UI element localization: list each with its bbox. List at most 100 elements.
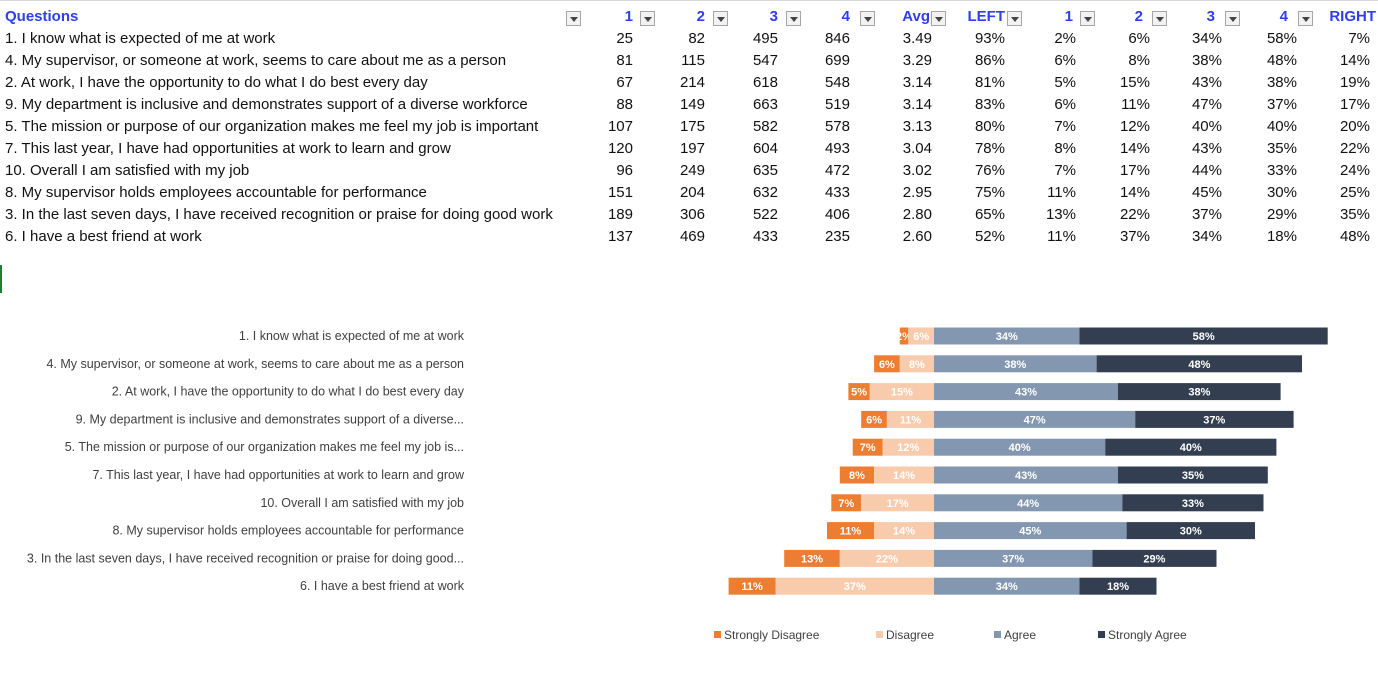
- question-cell[interactable]: 7. This last year, I have had opportunit…: [5, 140, 451, 157]
- c1-cell[interactable]: 25: [616, 30, 633, 47]
- right-cell[interactable]: 48%: [1339, 228, 1370, 245]
- p2-cell[interactable]: 37%: [1119, 228, 1150, 245]
- p1-cell[interactable]: 11%: [1047, 184, 1076, 201]
- c4-cell[interactable]: 433: [824, 184, 850, 201]
- c4-cell[interactable]: 699: [824, 52, 850, 69]
- c1-cell[interactable]: 96: [616, 162, 633, 179]
- left-cell[interactable]: 75%: [974, 184, 1005, 201]
- p3-cell[interactable]: 34%: [1191, 228, 1222, 245]
- right-cell[interactable]: 19%: [1339, 74, 1370, 91]
- question-cell[interactable]: 5. The mission or purpose of our organiz…: [5, 118, 539, 135]
- p1-cell[interactable]: 6%: [1054, 96, 1076, 113]
- table-row[interactable]: 7. This last year, I have had opportunit…: [0, 138, 1378, 160]
- question-cell[interactable]: 4. My supervisor, or someone at work, se…: [5, 52, 507, 69]
- p4-cell[interactable]: 58%: [1266, 30, 1297, 47]
- p1-cell[interactable]: 7%: [1054, 118, 1076, 135]
- p3-cell[interactable]: 47%: [1191, 96, 1222, 113]
- c4-cell[interactable]: 406: [824, 206, 850, 223]
- avg-cell[interactable]: 3.14: [902, 74, 932, 91]
- left-cell[interactable]: 80%: [974, 118, 1005, 135]
- c3-cell[interactable]: 547: [752, 52, 778, 69]
- filter-dropdown-icon[interactable]: [1225, 11, 1240, 26]
- c4-cell[interactable]: 472: [824, 162, 850, 179]
- c3-cell[interactable]: 618: [752, 74, 778, 91]
- p3-cell[interactable]: 34%: [1191, 30, 1222, 47]
- filter-dropdown-icon[interactable]: [1298, 11, 1313, 26]
- c4-cell[interactable]: 548: [824, 74, 850, 91]
- avg-cell[interactable]: 2.80: [902, 206, 932, 223]
- filter-dropdown-icon[interactable]: [1080, 11, 1095, 26]
- right-cell[interactable]: 25%: [1339, 184, 1370, 201]
- table-row[interactable]: 8. My supervisor holds employees account…: [0, 182, 1378, 204]
- p4-cell[interactable]: 29%: [1266, 206, 1297, 223]
- c4-cell[interactable]: 846: [824, 30, 850, 47]
- p2-cell[interactable]: 15%: [1119, 74, 1150, 91]
- p2-cell[interactable]: 8%: [1128, 52, 1150, 69]
- p1-cell[interactable]: 8%: [1054, 140, 1076, 157]
- table-row[interactable]: 3. In the last seven days, I have receiv…: [0, 204, 1378, 226]
- avg-cell[interactable]: 3.49: [902, 30, 932, 47]
- p4-cell[interactable]: 33%: [1266, 162, 1297, 179]
- c2-cell[interactable]: 204: [679, 184, 705, 201]
- c1-cell[interactable]: 189: [607, 206, 633, 223]
- left-cell[interactable]: 86%: [974, 52, 1005, 69]
- question-cell[interactable]: 6. I have a best friend at work: [5, 228, 202, 245]
- c1-cell[interactable]: 120: [607, 140, 633, 157]
- p3-cell[interactable]: 45%: [1191, 184, 1222, 201]
- c3-cell[interactable]: 604: [752, 140, 778, 157]
- question-cell[interactable]: 10. Overall I am satisfied with my job: [5, 162, 250, 179]
- p4-cell[interactable]: 18%: [1266, 228, 1297, 245]
- question-cell[interactable]: 8. My supervisor holds employees account…: [5, 184, 427, 201]
- c3-cell[interactable]: 582: [752, 118, 778, 135]
- p3-cell[interactable]: 44%: [1191, 162, 1222, 179]
- filter-dropdown-icon[interactable]: [860, 11, 875, 26]
- p1-cell[interactable]: 13%: [1045, 206, 1076, 223]
- c2-cell[interactable]: 214: [679, 74, 705, 91]
- right-cell[interactable]: 20%: [1339, 118, 1370, 135]
- question-cell[interactable]: 1. I know what is expected of me at work: [5, 30, 276, 47]
- filter-dropdown-icon[interactable]: [566, 11, 581, 26]
- left-cell[interactable]: 93%: [974, 30, 1005, 47]
- table-row[interactable]: 1. I know what is expected of me at work…: [0, 28, 1378, 50]
- avg-cell[interactable]: 2.95: [902, 184, 932, 201]
- right-cell[interactable]: 7%: [1348, 30, 1370, 47]
- p1-cell[interactable]: 11%: [1047, 228, 1076, 245]
- c2-cell[interactable]: 82: [688, 30, 705, 47]
- p1-cell[interactable]: 5%: [1054, 74, 1076, 91]
- filter-dropdown-icon[interactable]: [713, 11, 728, 26]
- p4-cell[interactable]: 40%: [1266, 118, 1297, 135]
- c2-cell[interactable]: 306: [679, 206, 705, 223]
- table-row[interactable]: 6. I have a best friend at work 137 469 433…: [0, 226, 1378, 248]
- p3-cell[interactable]: 37%: [1191, 206, 1222, 223]
- avg-cell[interactable]: 3.02: [902, 162, 932, 179]
- filter-dropdown-icon[interactable]: [640, 11, 655, 26]
- table-row[interactable]: 10. Overall I am satisfied with my job 96…: [0, 160, 1378, 182]
- p3-cell[interactable]: 43%: [1191, 74, 1222, 91]
- c4-cell[interactable]: 493: [824, 140, 850, 157]
- p2-cell[interactable]: 14%: [1119, 184, 1150, 201]
- left-cell[interactable]: 81%: [974, 74, 1005, 91]
- c3-cell[interactable]: 635: [752, 162, 778, 179]
- p4-cell[interactable]: 35%: [1266, 140, 1297, 157]
- right-cell[interactable]: 35%: [1339, 206, 1370, 223]
- c3-cell[interactable]: 522: [752, 206, 778, 223]
- avg-cell[interactable]: 3.13: [902, 118, 932, 135]
- right-cell[interactable]: 22%: [1339, 140, 1370, 157]
- table-row[interactable]: 2. At work, I have the opportunity to do…: [0, 72, 1378, 94]
- table-row[interactable]: 4. My supervisor, or someone at work, se…: [0, 50, 1378, 72]
- p4-cell[interactable]: 48%: [1266, 52, 1297, 69]
- right-cell[interactable]: 17%: [1339, 96, 1370, 113]
- c4-cell[interactable]: 519: [824, 96, 850, 113]
- question-cell[interactable]: 3. In the last seven days, I have receiv…: [5, 206, 553, 223]
- c1-cell[interactable]: 88: [616, 96, 633, 113]
- p1-cell[interactable]: 2%: [1054, 30, 1076, 47]
- left-cell[interactable]: 65%: [974, 206, 1005, 223]
- avg-cell[interactable]: 2.60: [902, 228, 932, 245]
- c4-cell[interactable]: 578: [824, 118, 850, 135]
- table-row[interactable]: 5. The mission or purpose of our organiz…: [0, 116, 1378, 138]
- c1-cell[interactable]: 151: [607, 184, 633, 201]
- c3-cell[interactable]: 663: [752, 96, 778, 113]
- p2-cell[interactable]: 22%: [1119, 206, 1150, 223]
- c1-cell[interactable]: 137: [607, 228, 633, 245]
- c4-cell[interactable]: 235: [824, 228, 850, 245]
